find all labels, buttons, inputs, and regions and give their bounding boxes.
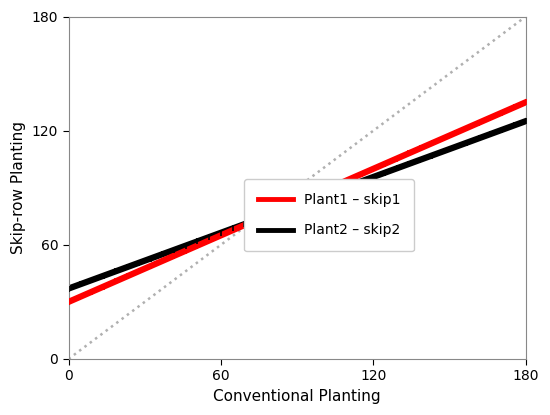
Legend: Plant1 – skip1, Plant2 – skip2: Plant1 – skip1, Plant2 – skip2 (244, 179, 414, 251)
Y-axis label: Skip-row Planting: Skip-row Planting (11, 121, 26, 254)
X-axis label: Conventional Planting: Conventional Planting (213, 389, 381, 404)
